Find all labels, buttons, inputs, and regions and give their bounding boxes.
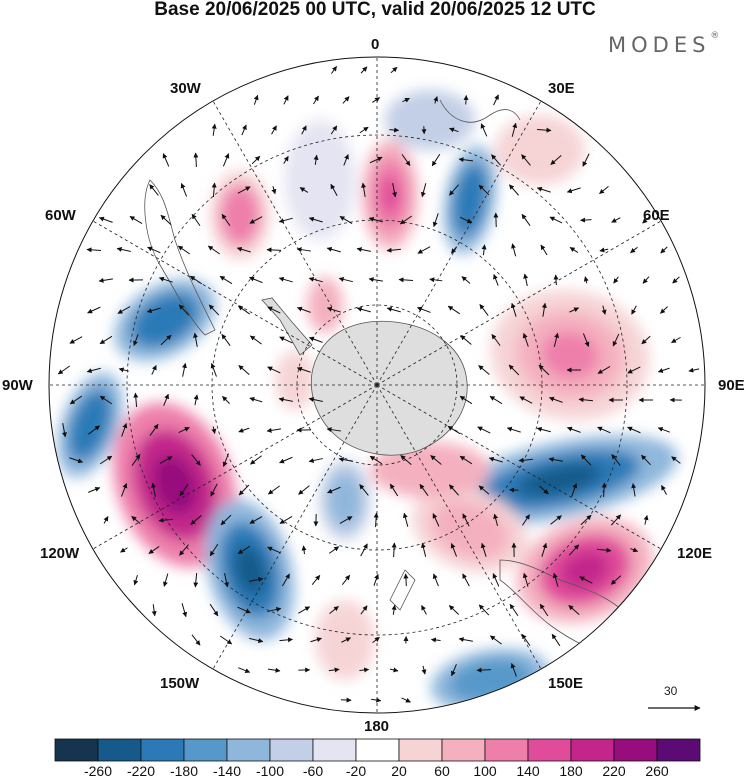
colorbar-swatch [656,738,701,762]
lon-label-120e: 120E [677,545,713,562]
lon-label-120w: 120W [40,545,80,562]
colorbar-swatch [441,738,486,762]
reference-vector-value: 30 [664,684,678,698]
colorbar-swatch [269,738,314,762]
page-title: Base 20/06/2025 00 UTC, valid 20/06/2025… [154,0,596,20]
colorbar [54,738,701,762]
lon-label-0: 0 [371,36,380,53]
lon-label-30e: 30E [548,80,575,97]
anomaly-field [49,57,705,713]
lon-label-30w: 30W [170,80,201,97]
lon-label-90w: 90W [2,377,33,394]
colorbar-tick-label: 260 [645,763,669,779]
colorbar-swatch [527,738,572,762]
lon-label-150w: 150W [160,675,200,692]
colorbar-tick-label: 60 [434,763,450,779]
lon-label-60e: 60E [643,207,670,224]
graticule [49,57,705,713]
colorbar-tick-label: -100 [255,763,285,779]
colorbar-tick-label: -220 [126,763,156,779]
colorbar-tick-label: -260 [83,763,113,779]
colorbar-tick-label: -20 [345,763,367,779]
colorbar-swatch [226,738,271,762]
map-border [48,56,706,714]
colorbar-swatch [613,738,658,762]
lon-label-180: 180 [364,718,390,735]
colorbar-tick-label: 20 [391,763,407,779]
colorbar-swatch [355,738,400,762]
colorbar-tick-label: 180 [559,763,583,779]
colorbar-tick-label: 100 [473,763,497,779]
colorbar-swatch [97,738,142,762]
lon-label-60w: 60W [45,207,76,224]
colorbar-swatch [570,738,615,762]
colorbar-swatch [484,738,529,762]
colorbar-swatch [183,738,228,762]
lon-label-90e: 90E [718,377,745,394]
lon-label-150e: 150E [548,675,584,692]
colorbar-swatch [398,738,443,762]
colorbar-tick-label: -140 [212,763,242,779]
colorbar-swatch [312,738,357,762]
colorbar-tick-label: 220 [602,763,626,779]
colorbar-swatch [54,738,99,762]
wind-vectors [57,65,700,703]
colorbar-tick-label: 140 [516,763,540,779]
colorbar-tick-label: -180 [169,763,199,779]
coastlines [144,99,645,661]
brand-logo: MODES® [608,31,720,57]
colorbar-tick-label: -60 [302,763,324,779]
colorbar-swatch [140,738,185,762]
